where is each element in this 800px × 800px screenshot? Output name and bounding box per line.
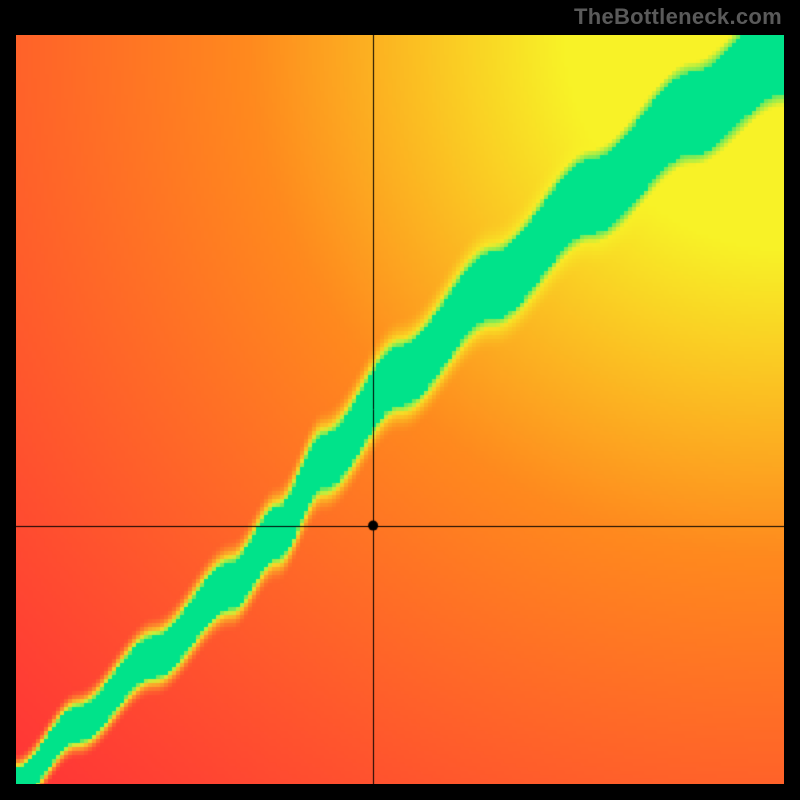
- watermark: TheBottleneck.com: [574, 4, 782, 30]
- heatmap-canvas: [16, 35, 784, 784]
- chart-container: TheBottleneck.com: [0, 0, 800, 800]
